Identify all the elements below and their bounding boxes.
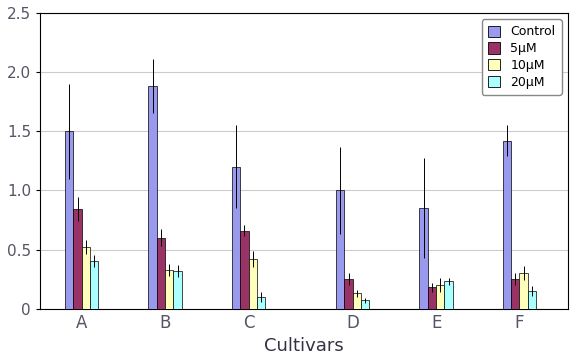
Bar	[65, 131, 74, 309]
Bar	[74, 209, 82, 309]
Bar	[503, 141, 511, 309]
Bar	[361, 300, 369, 309]
Bar	[519, 273, 528, 309]
Bar	[511, 279, 519, 309]
Bar	[444, 281, 453, 309]
Bar	[232, 167, 240, 309]
Bar	[336, 190, 344, 309]
Bar	[428, 287, 436, 309]
Bar	[528, 291, 536, 309]
Bar	[240, 231, 248, 309]
Bar	[165, 270, 174, 309]
Bar	[174, 271, 182, 309]
Bar	[352, 293, 361, 309]
Bar	[419, 208, 428, 309]
Bar	[248, 259, 257, 309]
Bar	[90, 261, 98, 309]
Bar	[148, 86, 157, 309]
Legend: Control, 5μM, 10μM, 20μM: Control, 5μM, 10μM, 20μM	[482, 19, 562, 95]
Bar	[257, 297, 265, 309]
Bar	[82, 247, 90, 309]
X-axis label: Cultivars: Cultivars	[264, 337, 344, 355]
Bar	[157, 238, 165, 309]
Bar	[436, 285, 444, 309]
Bar	[344, 279, 352, 309]
